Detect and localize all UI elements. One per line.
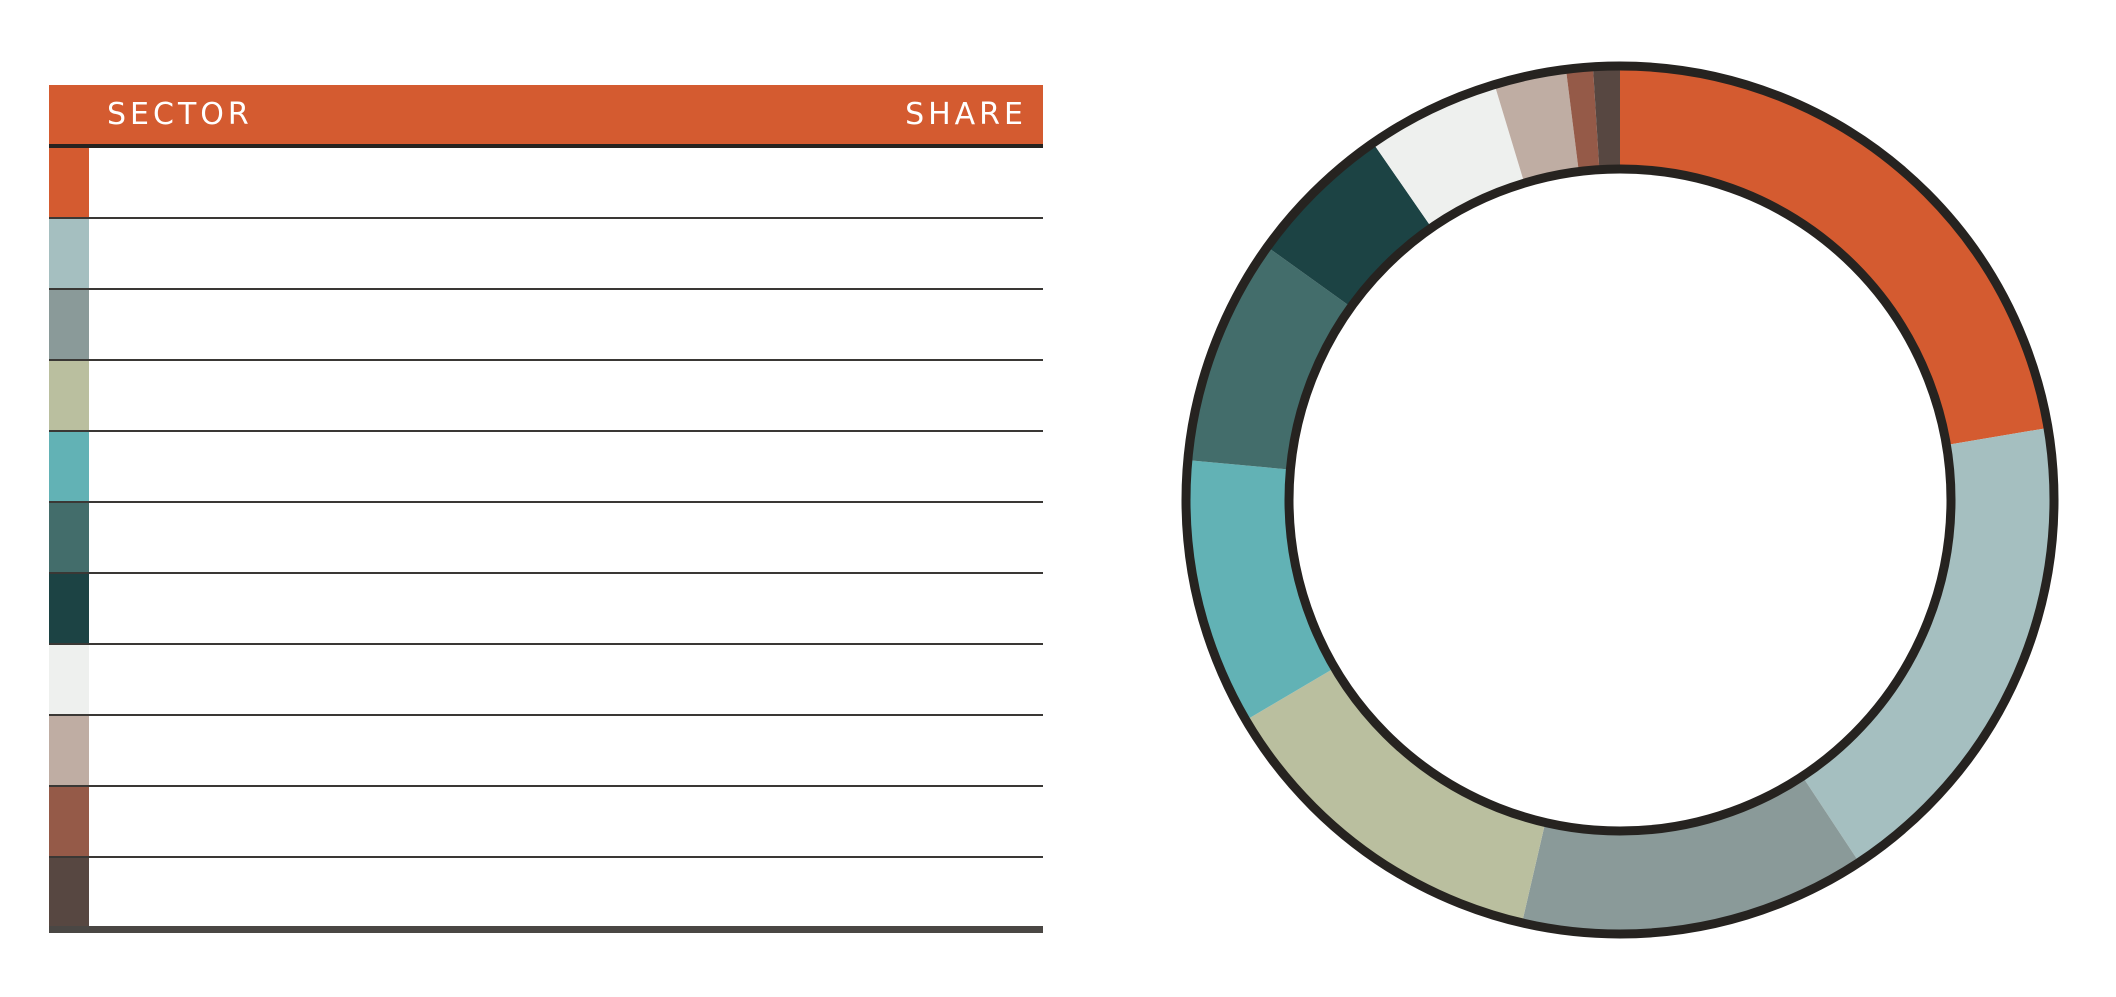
legend-swatch xyxy=(49,574,89,643)
legend-swatch xyxy=(49,432,89,501)
donut-chart xyxy=(1181,61,2059,939)
table-row xyxy=(49,645,1043,716)
donut-slice xyxy=(1270,146,1430,305)
legend-swatch xyxy=(49,716,89,785)
legend-swatch xyxy=(49,858,89,926)
legend-swatch xyxy=(49,290,89,359)
table-row xyxy=(49,432,1043,503)
table-row xyxy=(49,574,1043,645)
header-sector: SECTOR xyxy=(107,97,253,132)
header-share: SHARE xyxy=(905,97,1027,132)
legend-swatch xyxy=(49,361,89,430)
donut-slice xyxy=(1249,669,1545,919)
legend-swatch xyxy=(49,219,89,288)
donut-slice xyxy=(1375,88,1524,225)
legend-swatch xyxy=(49,503,89,572)
donut-outer-ring xyxy=(1181,61,2059,939)
donut-slice xyxy=(1191,249,1348,470)
sector-share-table: SECTOR SHARE xyxy=(49,85,1043,933)
legend-swatch xyxy=(49,645,89,714)
legend-swatch xyxy=(49,148,89,217)
table-row xyxy=(49,290,1043,361)
donut-slice xyxy=(1593,70,1620,166)
table-row xyxy=(49,787,1043,858)
table-body xyxy=(49,148,1043,933)
table-row xyxy=(49,361,1043,432)
legend-swatch xyxy=(49,787,89,856)
table-row xyxy=(49,148,1043,219)
donut-slice xyxy=(1804,428,2050,859)
donut-slice xyxy=(1190,460,1332,719)
table-header: SECTOR SHARE xyxy=(49,85,1043,148)
donut-slice xyxy=(1495,73,1579,180)
table-row xyxy=(49,503,1043,574)
table-row xyxy=(49,219,1043,290)
table-row xyxy=(49,858,1043,933)
donut-inner-ring xyxy=(1284,164,1956,836)
donut-slice xyxy=(1566,70,1600,168)
donut-slice xyxy=(1620,70,2045,445)
donut-slice xyxy=(1522,779,1857,930)
table-row xyxy=(49,716,1043,787)
